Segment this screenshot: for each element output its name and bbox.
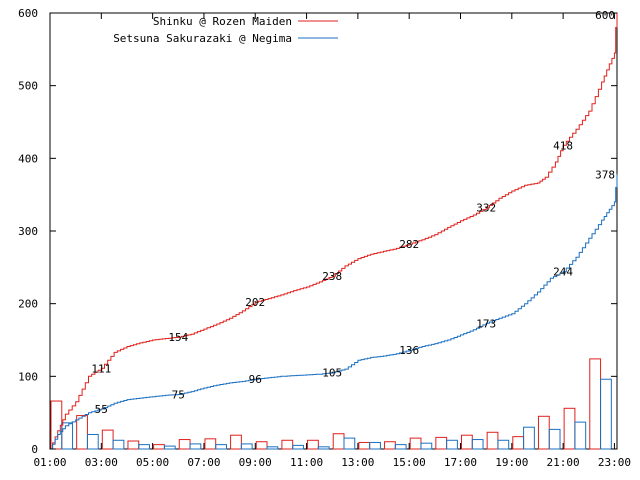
bar-shinku (204, 438, 217, 450)
x-tick-label: 07:00 (187, 456, 220, 469)
data-label: 154 (168, 331, 188, 344)
x-tick-label: 13:00 (341, 456, 374, 469)
bar-shinku (460, 434, 473, 450)
bar-setsuna (574, 421, 587, 450)
bar-setsuna (112, 439, 125, 450)
data-label: 111 (91, 362, 111, 375)
data-label: 282 (399, 238, 419, 251)
data-label: 418 (553, 139, 573, 152)
bar-setsuna (471, 439, 484, 450)
bar-shinku (435, 436, 448, 450)
x-tick-label: 15:00 (393, 456, 426, 469)
bar-shinku (486, 431, 499, 450)
lines-layer (50, 13, 618, 450)
series-line-setsuna (50, 174, 618, 450)
data-label: 96 (249, 373, 262, 386)
data-label: 173 (476, 317, 496, 330)
bar-setsuna (240, 443, 253, 450)
data-label: 136 (399, 344, 419, 357)
bar-setsuna (420, 442, 433, 450)
x-tick-label: 03:00 (85, 456, 118, 469)
bar-shinku (230, 434, 242, 450)
bar-shinku (589, 358, 602, 450)
legend-label: Setsuna Sakurazaki @ Negima (113, 32, 292, 45)
bar-setsuna (446, 439, 458, 450)
x-tick-label: 09:00 (239, 456, 272, 469)
legend-label: Shinku @ Rozen Maiden (153, 15, 292, 28)
bar-setsuna (61, 422, 74, 450)
bar-shinku (281, 439, 294, 450)
bar-setsuna (600, 378, 612, 450)
x-tick-label: 17:00 (444, 456, 477, 469)
data-label: 75 (172, 389, 185, 402)
bar-shinku (101, 429, 114, 450)
x-tick-label: 23:00 (598, 456, 631, 469)
bar-shinku (332, 433, 345, 450)
legend: Shinku @ Rozen Maiden Setsuna Sakurazaki … (113, 15, 338, 45)
bar-setsuna (138, 444, 151, 450)
y-tick-label: 600 (18, 7, 38, 20)
x-tick-label: 21:00 (547, 456, 580, 469)
data-label: 238 (322, 270, 342, 283)
data-label: 332 (476, 202, 496, 215)
bar-shinku (512, 436, 525, 450)
x-tick-label: 01:00 (33, 456, 66, 469)
y-tick-label: 300 (18, 225, 38, 238)
bar-shinku (384, 441, 396, 450)
bar-shinku (307, 439, 319, 450)
bar-setsuna (317, 446, 330, 450)
data-label: 202 (245, 296, 265, 309)
bar-setsuna (292, 444, 304, 450)
x-tick-label: 19:00 (495, 456, 528, 469)
y-tick-label: 0 (31, 443, 38, 456)
data-label: 55 (95, 403, 108, 416)
bar-shinku (358, 441, 371, 450)
bar-setsuna (497, 439, 510, 450)
bar-setsuna (163, 445, 176, 450)
bar-setsuna (86, 433, 99, 450)
bar-setsuna (548, 428, 561, 450)
bar-shinku (255, 441, 268, 450)
bar-setsuna (189, 443, 202, 450)
bar-shinku (409, 437, 422, 450)
bar-shinku (537, 415, 550, 450)
labels-layer: 111 154 202 238 282 332 418 600 55 75 96 105 136 173 2… (91, 9, 615, 416)
data-label: 600 (595, 9, 615, 22)
bar-shinku (76, 415, 88, 450)
bar-setsuna (266, 446, 279, 450)
bar-shinku (153, 444, 165, 450)
data-label: 378 (595, 168, 615, 181)
x-tick-label: 11:00 (290, 456, 323, 469)
bar-shinku (178, 439, 191, 450)
bars-layer (50, 358, 612, 450)
bar-shinku (127, 440, 140, 450)
plot-frame (49, 12, 618, 450)
x-tick-label: 05:00 (136, 456, 169, 469)
bar-setsuna (394, 444, 407, 450)
ticks-layer: 0 100 200 300 400 500 600 01:00 03:00 05:00 07:00 0… (18, 7, 631, 469)
series-line-shinku (50, 13, 618, 450)
data-label: 105 (322, 367, 342, 380)
bar-setsuna (369, 441, 381, 450)
y-tick-label: 100 (18, 370, 38, 383)
bar-setsuna (343, 437, 356, 450)
bar-setsuna (215, 444, 227, 450)
data-label: 244 (553, 266, 573, 279)
bar-setsuna (523, 426, 535, 450)
y-tick-label: 500 (18, 80, 38, 93)
y-tick-label: 200 (18, 298, 38, 311)
y-tick-label: 400 (18, 152, 38, 165)
bar-shinku (563, 407, 576, 450)
